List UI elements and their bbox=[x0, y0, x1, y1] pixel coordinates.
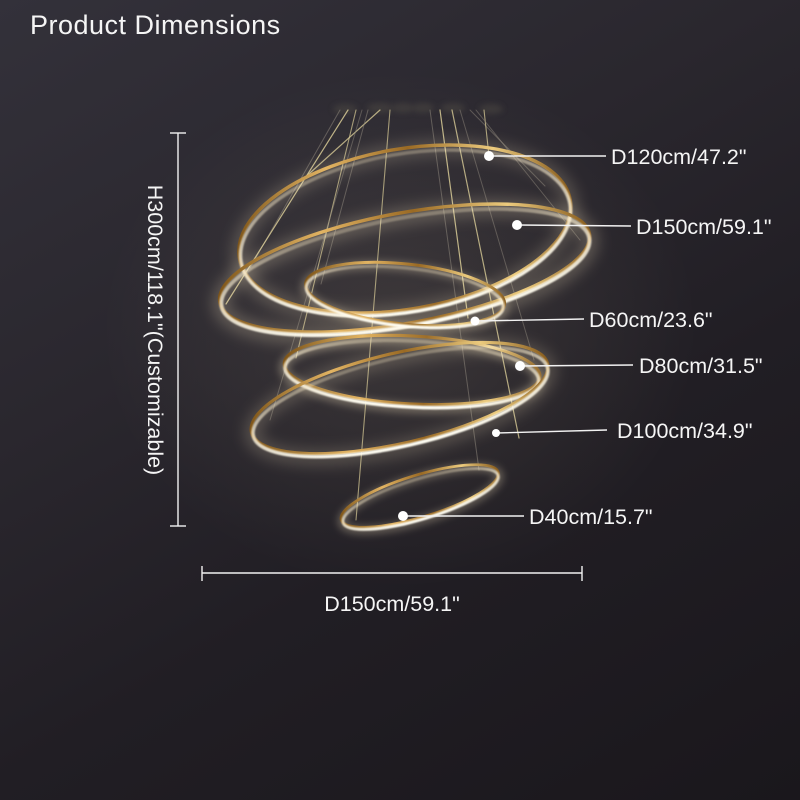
ring-d60 bbox=[300, 260, 509, 334]
ring-d80 bbox=[279, 333, 545, 414]
label-d40: D40cm/15.7" bbox=[529, 505, 653, 529]
leader-dot-d150 bbox=[512, 220, 522, 230]
leader-dot-d60 bbox=[470, 316, 480, 326]
chandelier-rings bbox=[214, 142, 597, 535]
label-d120: D120cm/47.2" bbox=[611, 145, 747, 169]
ring-d100 bbox=[247, 340, 554, 463]
height-dimension-label: H300cm/118.1"(Customizable) bbox=[143, 185, 167, 475]
leader-line-d80 bbox=[519, 364, 634, 367]
width-dimension-label: D150cm/59.1" bbox=[324, 592, 460, 616]
leader-line-d100 bbox=[495, 429, 608, 434]
ring-labels: D120cm/47.2" D150cm/59.1" D60cm/23.6" D8… bbox=[529, 145, 772, 529]
leader-line-d150 bbox=[516, 224, 632, 227]
label-d100: D100cm/34.9" bbox=[617, 419, 753, 443]
leader-lines bbox=[403, 155, 634, 517]
page-title: Product Dimensions bbox=[30, 10, 281, 40]
leader-dots bbox=[398, 151, 525, 521]
ring-d120 bbox=[233, 142, 577, 322]
label-d150: D150cm/59.1" bbox=[636, 215, 772, 239]
leader-line-d60 bbox=[474, 318, 585, 322]
label-d60: D60cm/23.6" bbox=[589, 308, 713, 332]
leader-dot-d100 bbox=[492, 429, 500, 437]
leader-dot-d120 bbox=[484, 151, 494, 161]
width-dimension bbox=[201, 566, 583, 581]
label-d80: D80cm/31.5" bbox=[639, 354, 763, 378]
leader-dot-d40 bbox=[398, 511, 408, 521]
ceiling-mounts bbox=[333, 103, 503, 114]
leader-dot-d80 bbox=[515, 361, 525, 371]
height-dimension bbox=[170, 132, 186, 527]
